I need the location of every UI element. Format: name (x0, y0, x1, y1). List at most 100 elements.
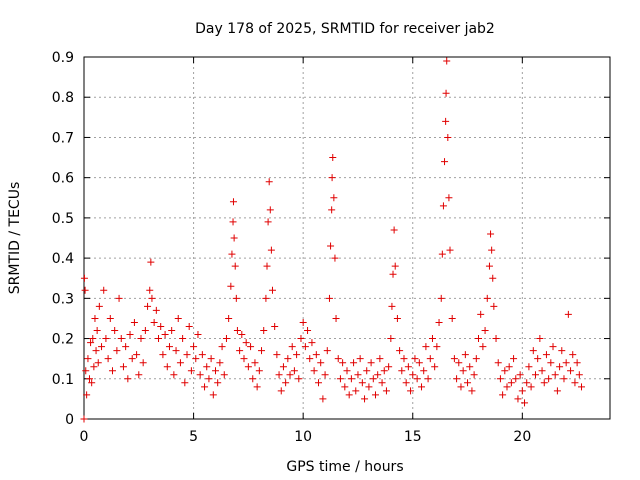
data-point (260, 327, 268, 335)
data-point (106, 314, 114, 322)
data-point (494, 359, 502, 367)
y-tick-label: 0.5 (52, 211, 74, 227)
data-point (420, 367, 428, 375)
data-point (356, 355, 364, 363)
data-point (339, 359, 347, 367)
data-point (168, 327, 176, 335)
data-point (240, 355, 248, 363)
chart-title: Day 178 of 2025, SRMTID for receiver jab… (195, 21, 495, 37)
data-point (271, 322, 279, 330)
data-point (564, 310, 572, 318)
data-point (100, 286, 108, 294)
data-point (341, 383, 349, 391)
data-point (444, 133, 452, 141)
data-point (80, 274, 88, 282)
data-point (152, 306, 160, 314)
data-point (172, 347, 180, 355)
data-point (220, 371, 228, 379)
data-point (232, 294, 240, 302)
x-tick-label: 20 (513, 429, 531, 445)
data-point (334, 355, 342, 363)
data-point (304, 327, 312, 335)
data-point (536, 335, 544, 343)
data-point (560, 375, 568, 383)
data-point (468, 387, 476, 395)
data-point (562, 359, 570, 367)
data-point (293, 351, 301, 359)
data-point (98, 343, 106, 351)
data-point (80, 415, 88, 423)
data-point (146, 286, 154, 294)
data-point (363, 367, 371, 375)
data-point (435, 318, 443, 326)
data-point (242, 339, 250, 347)
y-tick-label: 0.1 (52, 372, 74, 388)
data-point (453, 375, 461, 383)
data-point (388, 302, 396, 310)
data-point (457, 383, 465, 391)
data-point (391, 262, 399, 270)
data-point (187, 367, 195, 375)
data-point (81, 286, 89, 294)
data-point (354, 371, 362, 379)
data-point (277, 387, 285, 395)
data-point (413, 375, 421, 383)
data-point (330, 194, 338, 202)
x-tick-label: 0 (80, 429, 89, 445)
data-point (266, 206, 274, 214)
data-point (83, 391, 91, 399)
data-point (350, 359, 358, 367)
x-axis-label: GPS time / hours (286, 459, 403, 475)
data-point (233, 327, 241, 335)
data-point (321, 371, 329, 379)
data-point (345, 391, 353, 399)
data-point (464, 379, 472, 387)
data-point (286, 371, 294, 379)
data-point (94, 359, 102, 367)
data-point (426, 355, 434, 363)
data-point (398, 367, 406, 375)
data-point (529, 347, 537, 355)
data-point (538, 367, 546, 375)
data-point (144, 302, 152, 310)
y-tick-label: 0.2 (52, 332, 74, 348)
data-point (527, 383, 535, 391)
data-point (238, 331, 246, 339)
data-point (534, 355, 542, 363)
data-point (575, 371, 583, 379)
data-point (376, 355, 384, 363)
data-point (317, 359, 325, 367)
data-point (161, 331, 169, 339)
data-point (387, 335, 395, 343)
data-point (236, 347, 244, 355)
data-point (461, 351, 469, 359)
data-point (255, 367, 263, 375)
data-point (190, 343, 198, 351)
data-point (531, 371, 539, 379)
data-point (479, 343, 487, 351)
data-point (104, 355, 112, 363)
axis-ticks: 0 0.1 0.2 0.3 0.4 0.5 0.6 0.7 0.8 0.9 0 5 10 15 20 (52, 50, 610, 445)
data-point (102, 335, 110, 343)
data-point (514, 395, 522, 403)
data-point (428, 335, 436, 343)
data-point (130, 318, 138, 326)
data-point (201, 383, 209, 391)
data-point (549, 343, 557, 351)
data-point (263, 262, 271, 270)
data-point (139, 359, 147, 367)
data-point (490, 302, 498, 310)
data-point (483, 294, 491, 302)
y-tick-label: 0.9 (52, 50, 74, 66)
data-point (89, 335, 97, 343)
data-point (446, 246, 454, 254)
data-point (336, 375, 344, 383)
data-point (477, 310, 485, 318)
data-point (439, 202, 447, 210)
data-point (472, 355, 480, 363)
data-point (328, 206, 336, 214)
plot-area-frame (83, 56, 611, 420)
data-point (214, 379, 222, 387)
data-point (93, 327, 101, 335)
